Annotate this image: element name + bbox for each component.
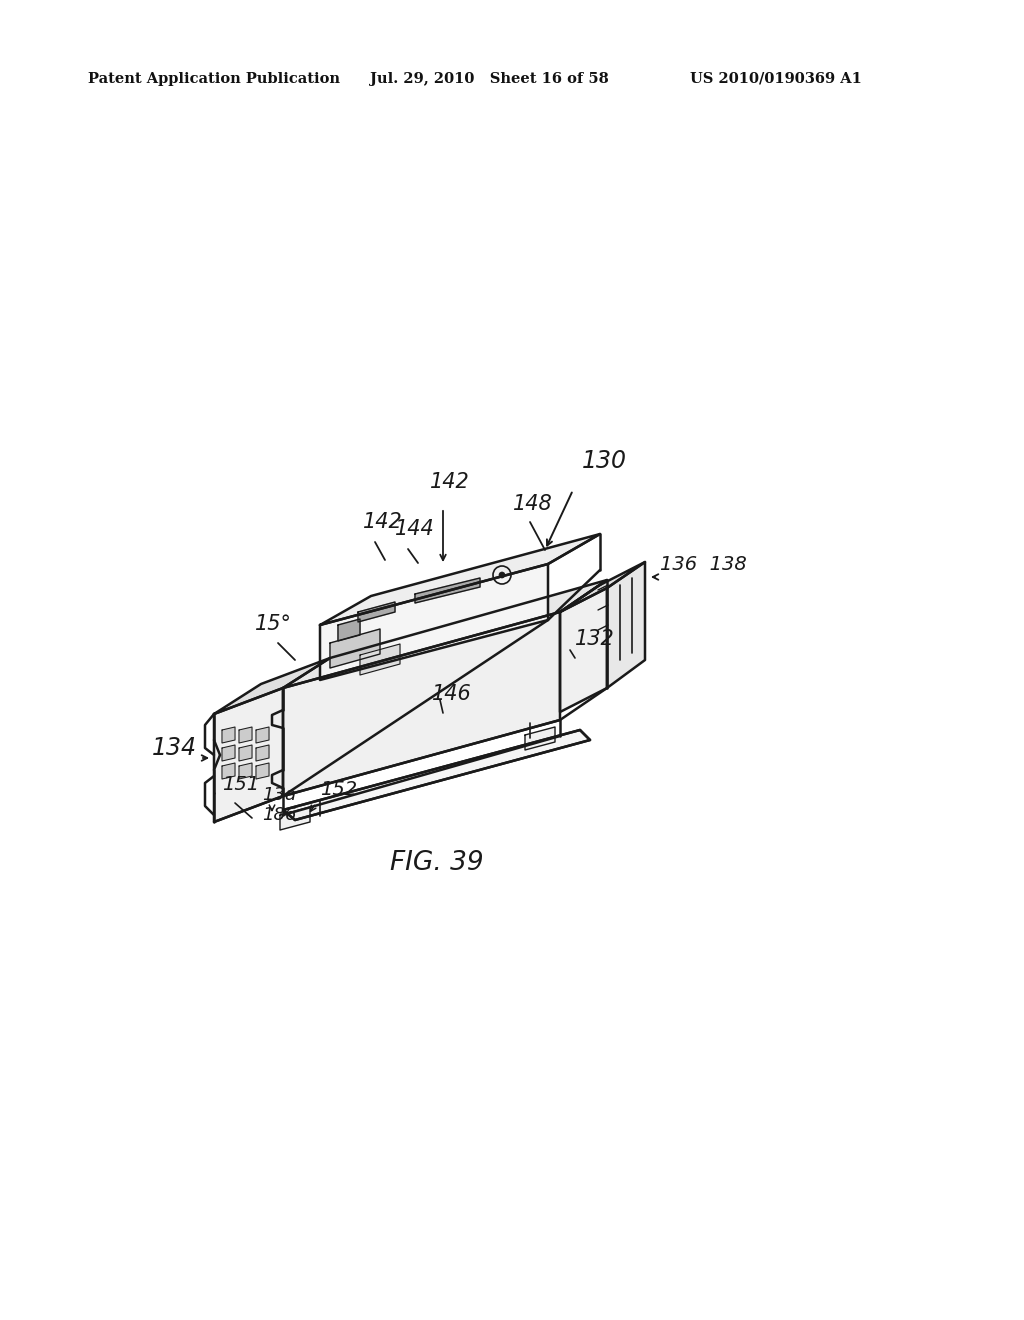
Text: 13a: 13a [262, 785, 296, 804]
Polygon shape [360, 644, 400, 675]
Polygon shape [239, 763, 252, 779]
Polygon shape [280, 807, 310, 830]
Polygon shape [256, 727, 269, 743]
Text: 152: 152 [319, 780, 357, 799]
Text: Patent Application Publication: Patent Application Publication [88, 73, 340, 86]
Text: 130: 130 [582, 449, 627, 473]
Text: 142: 142 [430, 473, 470, 492]
Text: 146: 146 [432, 684, 472, 704]
Text: 148: 148 [513, 494, 553, 513]
Polygon shape [560, 587, 607, 711]
Text: 142: 142 [362, 512, 402, 532]
Polygon shape [358, 602, 395, 622]
Polygon shape [222, 744, 234, 762]
Text: 134: 134 [152, 737, 197, 760]
Polygon shape [256, 763, 269, 779]
Polygon shape [330, 630, 380, 668]
Polygon shape [319, 564, 548, 680]
Circle shape [499, 572, 505, 578]
Text: 151: 151 [222, 775, 259, 795]
Text: 136  138: 136 138 [660, 554, 746, 574]
Polygon shape [319, 535, 600, 624]
Polygon shape [283, 730, 590, 820]
Text: Jul. 29, 2010   Sheet 16 of 58: Jul. 29, 2010 Sheet 16 of 58 [370, 73, 608, 86]
Polygon shape [239, 744, 252, 762]
Text: 15°: 15° [255, 614, 292, 634]
Polygon shape [338, 619, 360, 642]
Polygon shape [222, 763, 234, 779]
Polygon shape [283, 612, 560, 796]
Polygon shape [239, 727, 252, 743]
Text: 132: 132 [575, 630, 614, 649]
Polygon shape [214, 688, 283, 822]
Polygon shape [214, 657, 330, 714]
Polygon shape [607, 562, 645, 688]
Text: 144: 144 [395, 519, 435, 539]
Polygon shape [283, 579, 607, 688]
Polygon shape [222, 727, 234, 743]
Polygon shape [415, 578, 480, 603]
Text: US 2010/0190369 A1: US 2010/0190369 A1 [690, 73, 862, 86]
Polygon shape [560, 562, 645, 612]
Text: FIG. 39: FIG. 39 [390, 850, 483, 876]
Text: 186: 186 [262, 807, 297, 824]
Polygon shape [256, 744, 269, 762]
Polygon shape [525, 727, 555, 750]
